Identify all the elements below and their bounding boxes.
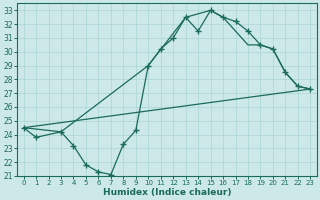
- X-axis label: Humidex (Indice chaleur): Humidex (Indice chaleur): [103, 188, 231, 197]
